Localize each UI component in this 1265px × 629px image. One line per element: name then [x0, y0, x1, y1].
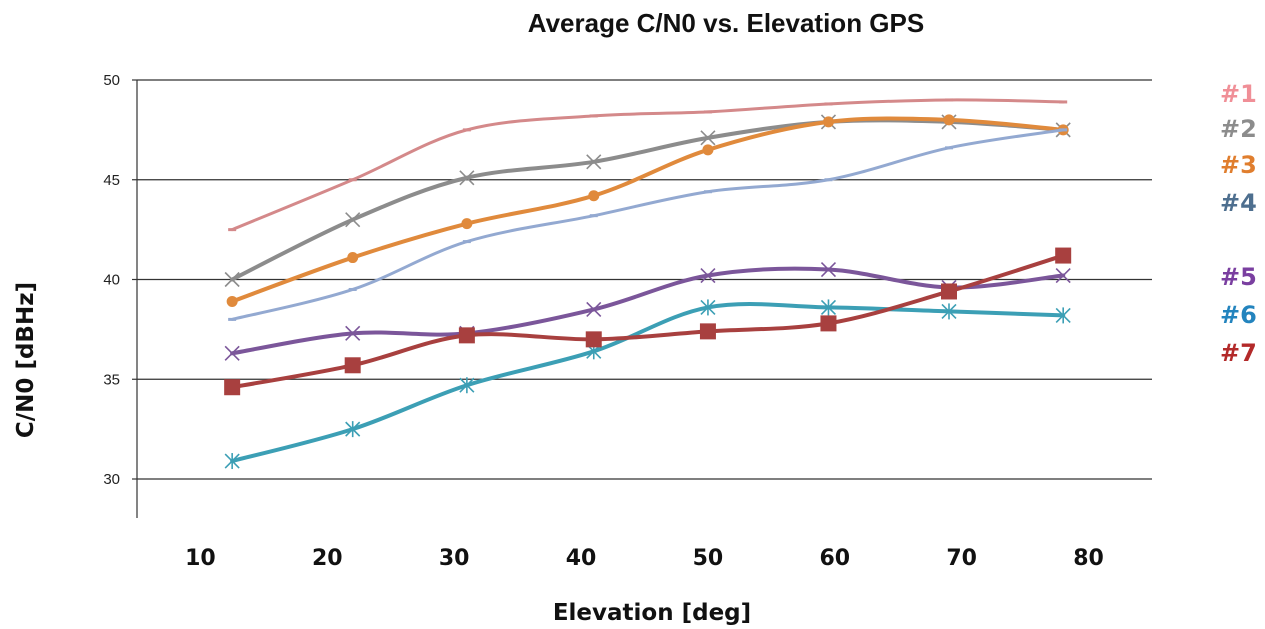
- y-tick-labels: 30 35 40 45 50: [103, 72, 120, 488]
- data-point: [348, 178, 357, 182]
- data-point: [459, 170, 475, 186]
- legend-entry: #1: [1220, 80, 1257, 108]
- chart-title: Average C/N0 vs. Elevation GPS: [528, 8, 924, 38]
- y-tick-label: 45: [103, 172, 120, 189]
- data-point: [1055, 267, 1071, 284]
- data-point: [1055, 307, 1071, 324]
- x-tick-labels: 10 20 30 40 50 60 70 80: [185, 546, 1104, 571]
- x-tick-label: 70: [946, 546, 977, 571]
- legend-entry: #7: [1220, 339, 1257, 367]
- data-point: [458, 327, 475, 344]
- data-point: [461, 218, 473, 230]
- y-tick-label: 40: [103, 272, 120, 289]
- data-point: [820, 299, 837, 316]
- x-tick-label: 50: [693, 546, 724, 571]
- data-point: [345, 421, 361, 438]
- data-point: [462, 240, 471, 244]
- series-line: [230, 116, 1066, 304]
- legend-entry: #6: [1220, 301, 1257, 329]
- data-point: [945, 146, 953, 150]
- data-point: [700, 267, 716, 284]
- data-point: [462, 128, 471, 132]
- x-tick-label: 20: [312, 546, 343, 571]
- x-tick-label: 10: [185, 546, 216, 571]
- series-line: [230, 266, 1066, 356]
- x-tick-label: 80: [1073, 546, 1104, 571]
- legend-entry: #5: [1220, 263, 1257, 291]
- data-point: [941, 283, 957, 300]
- y-tick-label: 35: [103, 371, 120, 388]
- data-point: [347, 252, 359, 264]
- data-point: [348, 287, 357, 291]
- data-point: [345, 325, 361, 341]
- x-tick-label: 40: [566, 546, 597, 571]
- data-point: [588, 190, 600, 202]
- data-point: [1059, 100, 1068, 104]
- legend-entry: #4: [1220, 189, 1257, 217]
- data-point: [941, 303, 957, 320]
- series-line: [230, 98, 1065, 232]
- series-line: [230, 128, 1065, 321]
- data-point: [820, 261, 837, 278]
- series-6: [224, 299, 1071, 470]
- series-4: [228, 128, 1068, 321]
- data-point: [224, 453, 240, 470]
- data-point: [228, 228, 237, 232]
- y-axis-label: C/N0 [dBHz]: [13, 282, 39, 438]
- data-point: [585, 331, 602, 348]
- data-point: [228, 317, 237, 321]
- data-point: [945, 98, 953, 102]
- y-tick-label: 30: [103, 471, 120, 488]
- data-point: [589, 114, 598, 118]
- data-point: [700, 299, 716, 316]
- data-point: [703, 190, 712, 194]
- data-point: [703, 110, 712, 114]
- data-point: [1055, 247, 1072, 264]
- data-point: [824, 102, 833, 106]
- series-group: [224, 98, 1072, 470]
- data-point: [1059, 128, 1068, 132]
- data-point: [344, 357, 361, 374]
- data-point: [822, 116, 834, 128]
- series-line: [230, 302, 1066, 464]
- data-point: [824, 178, 833, 182]
- x-axis-label: Elevation [deg]: [553, 600, 751, 626]
- data-point: [943, 114, 955, 126]
- axes: [132, 79, 138, 518]
- legend: #1 #2 #3 #4 #5 #6 #7: [1220, 80, 1257, 367]
- data-point: [224, 379, 241, 396]
- x-tick-label: 60: [820, 546, 851, 571]
- data-point: [699, 323, 716, 340]
- data-point: [459, 377, 475, 394]
- grid-lines: [137, 79, 1152, 480]
- legend-entry: #2: [1220, 115, 1257, 143]
- data-point: [589, 214, 598, 218]
- data-point: [224, 345, 240, 361]
- data-point: [586, 154, 602, 170]
- data-point: [702, 144, 714, 156]
- data-point: [586, 301, 602, 317]
- series-line: [230, 253, 1066, 390]
- data-point: [226, 295, 238, 307]
- legend-entry: #3: [1220, 151, 1257, 179]
- series-7: [224, 247, 1072, 396]
- x-tick-label: 30: [439, 546, 470, 571]
- data-point: [345, 212, 361, 228]
- data-point: [700, 130, 716, 146]
- data-point: [224, 271, 240, 288]
- y-tick-label: 50: [103, 72, 120, 89]
- data-point: [820, 315, 837, 332]
- series-3: [226, 114, 1069, 307]
- series-1: [228, 98, 1068, 232]
